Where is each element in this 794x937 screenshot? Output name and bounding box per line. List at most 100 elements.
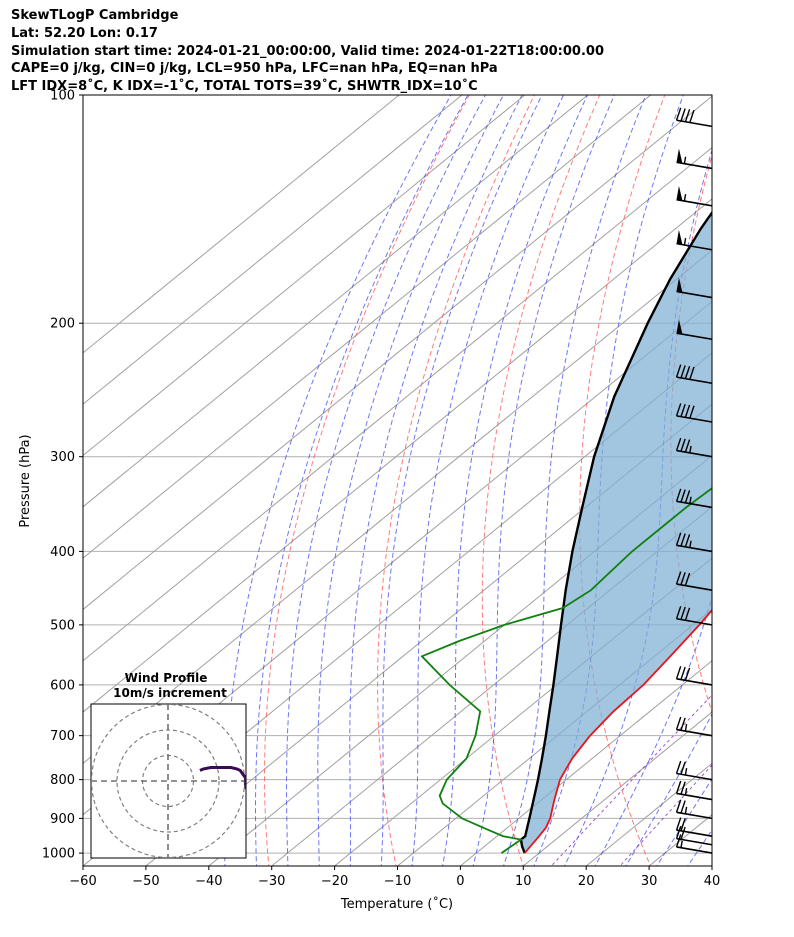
wind-barb-full (684, 667, 691, 681)
wind-barb-staff (676, 500, 713, 509)
moist-adiabat (380, 95, 543, 866)
wind-barb-full (675, 571, 682, 585)
indices-line-2: LFT IDX=8˚C, K IDX=-1˚C, TOTAL TOTS=39˚C… (11, 79, 478, 95)
wind-barb (675, 403, 713, 423)
wind-barb (675, 834, 713, 854)
x-tick-label: −60 (69, 874, 96, 889)
wind-barb (676, 148, 713, 170)
wind-barb-full (684, 490, 691, 504)
x-tick-label: −40 (195, 874, 222, 889)
x-tick-label: 20 (578, 874, 595, 889)
moist-adiabat (317, 95, 504, 866)
wind-barb-staff (676, 772, 713, 781)
moist-adiabat (472, 95, 615, 866)
moist-adiabat (442, 95, 588, 866)
moist-adiabat (594, 594, 712, 866)
wind-barb-full (675, 437, 682, 451)
x-tick-label: 30 (641, 874, 658, 889)
x-axis-label: Temperature (˚C) (340, 896, 453, 912)
mixing-ratio-line (550, 694, 712, 866)
wind-barb (675, 825, 713, 846)
parcel-profile-line (519, 210, 712, 854)
wind-barb-staff (676, 837, 713, 846)
isotherm-line (83, 198, 712, 713)
wind-barb (675, 364, 713, 385)
dry-adiabat (377, 95, 535, 866)
wind-barb-half (683, 237, 687, 246)
x-axis-ticks: −60 −50 −40 −30 −20 −10 0 10 20 30 40 (69, 866, 720, 889)
wind-barb (675, 437, 713, 458)
wind-barb-full (680, 666, 686, 680)
wind-barb-full (675, 760, 682, 774)
dry-adiabat (481, 95, 601, 866)
wind-barb-flag (676, 277, 683, 293)
cape-shading (521, 212, 712, 854)
y-tick-label: 100 (50, 89, 75, 104)
y-tick-label: 800 (50, 773, 75, 788)
wind-barb-staff (676, 677, 713, 686)
wind-barb-full (684, 534, 691, 548)
y-axis-ticks: 100 200 300 400 500 600 700 800 900 1000 (42, 89, 83, 862)
moist-adiabat (717, 95, 794, 869)
isotherm-line (334, 557, 712, 866)
wind-barb (675, 817, 713, 837)
wind-barb (675, 716, 713, 737)
wind-barb-staff (676, 829, 713, 837)
dry-adiabat (757, 95, 794, 869)
wind-barb-full (675, 606, 682, 619)
x-tick-label: 40 (704, 874, 721, 889)
wind-barb-full (680, 717, 686, 731)
moist-adiabat (286, 95, 486, 866)
isotherm-line (83, 146, 712, 662)
moist-adiabat-lines (224, 95, 794, 869)
wind-barb-staff (676, 198, 713, 207)
wind-barb-half (689, 445, 692, 453)
dry-adiabat (264, 95, 470, 866)
wind-barb (675, 571, 713, 591)
wind-barb-staff (676, 583, 713, 591)
wind-barb-half (689, 540, 692, 548)
wind-barb (675, 760, 713, 781)
x-tick-label: 0 (456, 874, 464, 889)
wind-barb-staff (676, 544, 713, 553)
wind-barb-staff (676, 617, 713, 626)
y-tick-label: 1000 (42, 847, 75, 862)
wind-barb-full (675, 716, 682, 730)
isotherm-line (460, 660, 712, 866)
wind-barb-full (675, 834, 682, 848)
wind-barb (675, 107, 713, 128)
wind-barb-full (680, 800, 686, 814)
wind-barb (675, 780, 713, 801)
wind-barb-full (689, 109, 695, 123)
wind-barb-staff (676, 161, 713, 170)
wind-barb-full (684, 365, 691, 379)
wind-barb (675, 606, 713, 626)
isotherm-line (271, 506, 712, 866)
y-tick-label: 600 (50, 678, 75, 693)
wind-barb-staff (676, 415, 713, 423)
hodograph-inset: Wind Profile 10m/s increment (90, 671, 247, 859)
x-tick-label: −50 (132, 874, 159, 889)
wind-barb-staff (676, 846, 713, 854)
location-line: Lat: 52.20 Lon: 0.17 (11, 25, 158, 41)
wind-barb-full (684, 404, 691, 418)
moist-adiabat (224, 95, 452, 866)
wind-barb-full (680, 818, 686, 832)
wind-barb-full (680, 781, 686, 795)
y-tick-label: 700 (50, 729, 75, 744)
isotherm-line (83, 95, 400, 354)
wind-barb-staff (676, 242, 713, 251)
wind-barb-full (689, 366, 695, 380)
y-tick-label: 500 (50, 618, 75, 633)
chart-title: SkewTLogP Cambridge (11, 8, 179, 23)
wind-barb (675, 532, 713, 553)
wind-barb-full (680, 108, 686, 122)
x-tick-label: −10 (384, 874, 411, 889)
wind-barb-full (675, 488, 682, 502)
mixing-ratio-lines (550, 694, 712, 866)
y-tick-label: 200 (50, 317, 75, 332)
wind-barb-full (689, 405, 695, 419)
wind-barb-half (684, 724, 688, 732)
x-tick-label: 10 (515, 874, 532, 889)
wind-barb-flag (676, 185, 683, 201)
